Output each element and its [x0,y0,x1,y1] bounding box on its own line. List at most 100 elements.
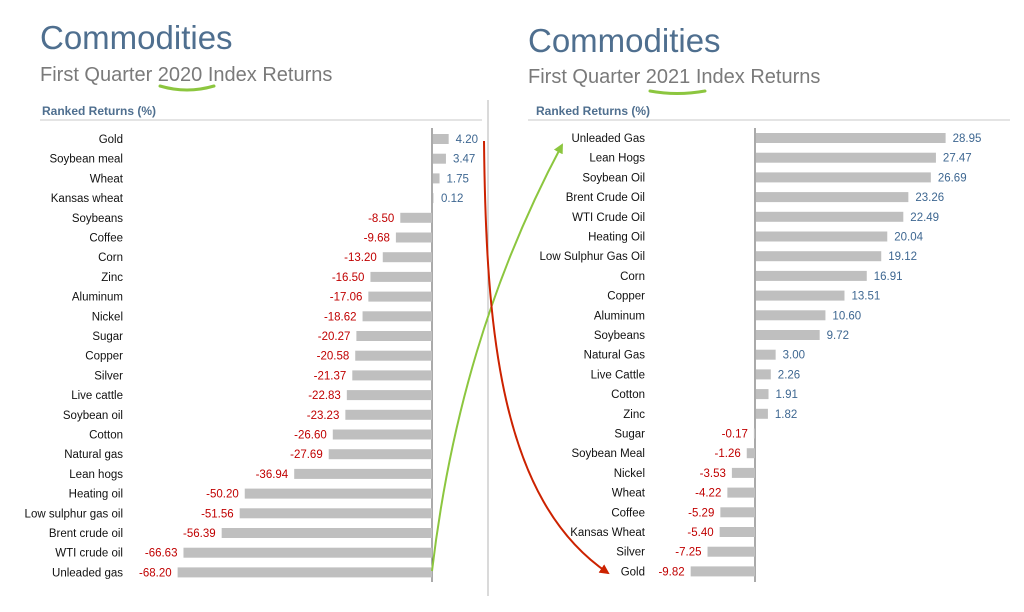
left-category-label: Live cattle [71,390,123,402]
left-value-label: -23.23 [307,410,340,422]
right-category-label: WTI Crude Oil [572,212,645,224]
right-value-label: -9.82 [658,566,684,578]
right-bar-15 [753,428,755,439]
right-category-label: Zinc [623,409,645,421]
left-category-label: Natural gas [64,449,123,461]
left-category-label: Soybean meal [49,154,123,166]
right-chart-header: Commodities First Quarter 2021 Index Ret… [528,22,1010,121]
left-chart-title: Commodities [40,19,233,56]
left-category-label: WTI crude oil [55,548,123,560]
left-bar-10 [356,331,432,341]
right-subtitle-year: 2021 [646,66,691,88]
right-subtitle-pre: First Quarter [528,66,646,88]
left-bar-9 [362,311,432,322]
left-value-label: -20.58 [317,351,350,363]
left-value-label: -20.27 [318,331,351,343]
right-value-label: -4.22 [695,488,721,500]
right-bar-1 [756,152,936,163]
right-bar-19 [720,507,755,518]
left-bar-22 [177,567,432,578]
left-category-label: Kansas wheat [51,193,124,205]
right-value-label: 23.26 [915,192,944,204]
left-value-label: -27.69 [290,449,323,461]
left-bar-4 [400,212,432,223]
left-value-label: -16.50 [332,272,365,284]
left-bar-11 [355,350,432,361]
right-bar-3 [756,192,909,203]
right-bar-21 [707,546,755,557]
left-value-label: -36.94 [256,469,289,481]
right-category-label: Wheat [612,488,646,500]
right-category-label: Unleaded Gas [571,133,645,145]
right-year-underline [648,89,707,95]
right-bar-10 [756,330,820,340]
right-value-label: 3.00 [783,350,805,362]
right-bar-8 [756,290,845,301]
left-bar-16 [328,449,432,460]
right-category-label: Kansas Wheat [570,527,646,539]
right-value-label: 26.69 [938,172,967,184]
left-subtitle-pre: First Quarter [40,64,158,86]
left-bar-20 [221,528,432,538]
left-value-label: -26.60 [294,430,327,442]
left-bar-7 [370,271,432,282]
right-value-label: 9.72 [827,330,849,342]
right-value-label: 10.60 [832,310,861,322]
right-bar-6 [756,251,882,262]
right-category-label: Soybean Meal [571,448,645,460]
left-value-label: 0.12 [441,193,463,205]
left-category-label: Sugar [92,331,123,343]
right-bar-17 [731,467,755,478]
right-category-label: Corn [620,271,645,283]
right-category-label: Soybean Oil [582,172,645,184]
left-category-label: Copper [85,351,123,363]
left-subtitle-post: Index Returns [202,64,332,86]
left-value-label: -22.83 [308,390,341,402]
right-value-label: -0.17 [722,429,748,441]
right-category-label: Soybeans [594,330,645,342]
left-category-label: Unleaded gas [52,567,123,579]
left-bar-6 [382,252,432,263]
right-category-label: Nickel [614,468,645,480]
left-year-underline [158,84,216,92]
left-category-label: Aluminum [72,292,123,304]
left-value-label: -68.20 [139,567,172,579]
left-chart-plot: Gold 4.20 Soybean meal 3.47 Wheat 1.75 Kansas … [25,128,478,582]
left-bar-5 [395,232,432,243]
right-value-label: 16.91 [874,271,903,283]
left-bar-17 [294,468,432,479]
right-value-label: -5.29 [688,507,714,519]
right-category-label: Low Sulphur Gas Oil [540,251,645,263]
left-value-label: 4.20 [456,134,478,146]
right-value-label: 22.49 [910,212,939,224]
right-value-label: -5.40 [687,527,713,539]
right-value-label: -3.53 [700,468,726,480]
left-value-label: -50.20 [206,489,239,501]
left-bar-21 [183,547,432,558]
left-category-label: Low sulphur gas oil [25,508,123,520]
left-value-label: -66.63 [145,548,178,560]
left-bar-13 [346,390,432,401]
right-category-label: Gold [621,566,645,578]
right-category-label: Silver [616,547,645,559]
left-chart-header: Commodities First Quarter 2020 Index Ret… [40,19,482,121]
right-value-label: 1.82 [775,409,797,421]
right-bar-9 [756,310,826,321]
right-chart-plot: Unleaded Gas 28.95 Lean Hogs 27.47 Soybean O… [540,128,981,582]
right-bar-18 [727,487,755,498]
left-category-label: Wheat [90,173,124,185]
left-value-label: -9.68 [364,233,390,245]
left-category-label: Soybean oil [63,410,123,422]
left-bar-19 [239,508,432,519]
right-bar-22 [690,566,755,577]
left-category-label: Lean hogs [69,469,123,481]
left-bar-15 [332,429,432,440]
right-category-label: Cotton [611,389,645,401]
right-bar-14 [756,408,768,419]
right-bar-7 [756,270,867,281]
right-bar-0 [756,133,946,143]
right-chart-title: Commodities [528,22,721,59]
left-bar-18 [244,488,432,499]
